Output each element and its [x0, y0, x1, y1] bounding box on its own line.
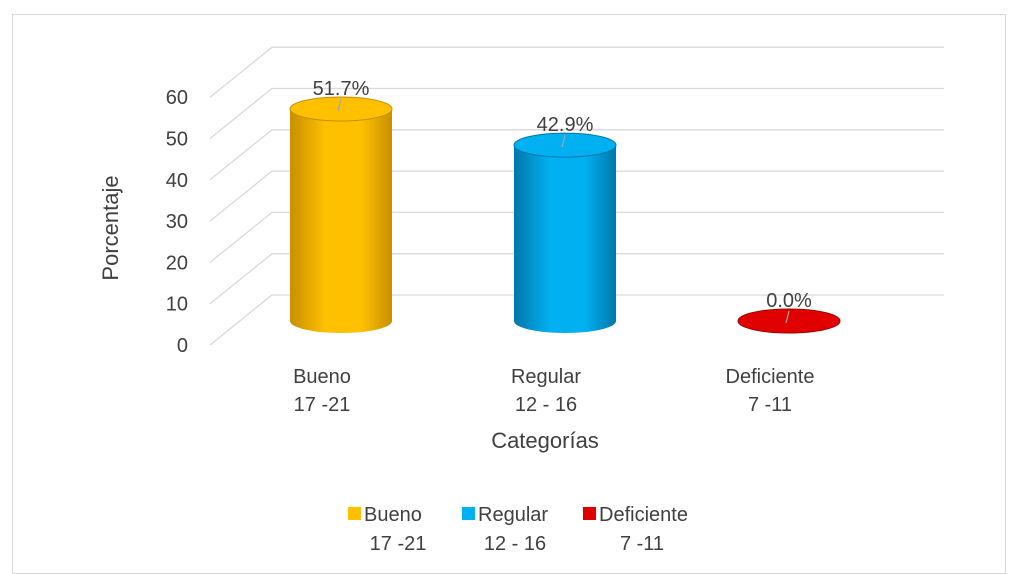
bar-body — [514, 145, 616, 333]
legend-label: Regular — [478, 504, 548, 526]
y-tick-label: 20 — [166, 252, 188, 274]
data-labels: 51.7% 42.9% 0.0% — [313, 78, 812, 324]
y-tick-label: 40 — [166, 170, 188, 192]
y-axis-ticks: 0 10 20 30 40 50 60 — [166, 87, 188, 357]
legend-range-label: 7 -11 — [620, 533, 664, 555]
category-label: Deficiente — [726, 366, 815, 388]
grid-line — [209, 87, 944, 140]
label-leader — [561, 134, 566, 148]
bars — [289, 96, 841, 334]
legend-item: Deficiente 7 -11 — [583, 504, 688, 555]
legend-item: Bueno 17 -21 — [348, 504, 426, 555]
bar-deficiente — [737, 308, 841, 334]
y-tick-label: 0 — [177, 335, 188, 357]
data-label: 0.0% — [766, 290, 812, 312]
bar-top — [513, 132, 617, 158]
grid-line — [209, 294, 944, 346]
grid-line — [209, 253, 944, 305]
y-axis-title: Porcentaje — [98, 175, 123, 280]
x-axis-categories: Bueno 17 -21 Regular 12 - 16 Deficiente 7 -11 — [293, 366, 814, 416]
label-leader — [337, 98, 342, 112]
bar-regular — [513, 132, 617, 333]
grid-line — [209, 129, 944, 181]
category-label: Bueno — [293, 366, 351, 388]
category-label: Regular — [511, 366, 581, 388]
category-range-label: 17 -21 — [294, 394, 351, 416]
grid-line — [209, 46, 944, 98]
bar-top — [289, 96, 393, 122]
legend: Bueno 17 -21 Regular 12 - 16 Deficiente 7 -11 — [348, 504, 688, 555]
y-tick-label: 50 — [166, 129, 188, 151]
legend-range-label: 12 - 16 — [484, 533, 546, 555]
legend-swatch — [348, 507, 361, 520]
legend-range-label: 17 -21 — [370, 533, 427, 555]
data-label: 51.7% — [313, 78, 370, 100]
y-tick-label: 60 — [166, 87, 188, 109]
y-tick-label: 10 — [166, 294, 188, 316]
grid-lines — [209, 46, 944, 346]
category-range-label: 7 -11 — [748, 394, 792, 416]
legend-label: Deficiente — [599, 504, 688, 526]
grid-line — [209, 211, 944, 263]
bar-top — [737, 308, 841, 334]
legend-swatch — [462, 507, 475, 520]
grid-line — [209, 170, 944, 222]
chart-frame — [12, 14, 1006, 574]
y-tick-label: 30 — [166, 211, 188, 233]
legend-label: Bueno — [364, 504, 422, 526]
bar-bueno — [289, 96, 393, 333]
legend-item: Regular 12 - 16 — [462, 504, 548, 555]
data-label: 42.9% — [537, 114, 594, 136]
x-axis-title: Categorías — [491, 428, 599, 453]
bar-body — [290, 109, 392, 333]
category-range-label: 12 - 16 — [515, 394, 577, 416]
legend-swatch — [583, 507, 596, 520]
label-leader — [785, 310, 790, 324]
